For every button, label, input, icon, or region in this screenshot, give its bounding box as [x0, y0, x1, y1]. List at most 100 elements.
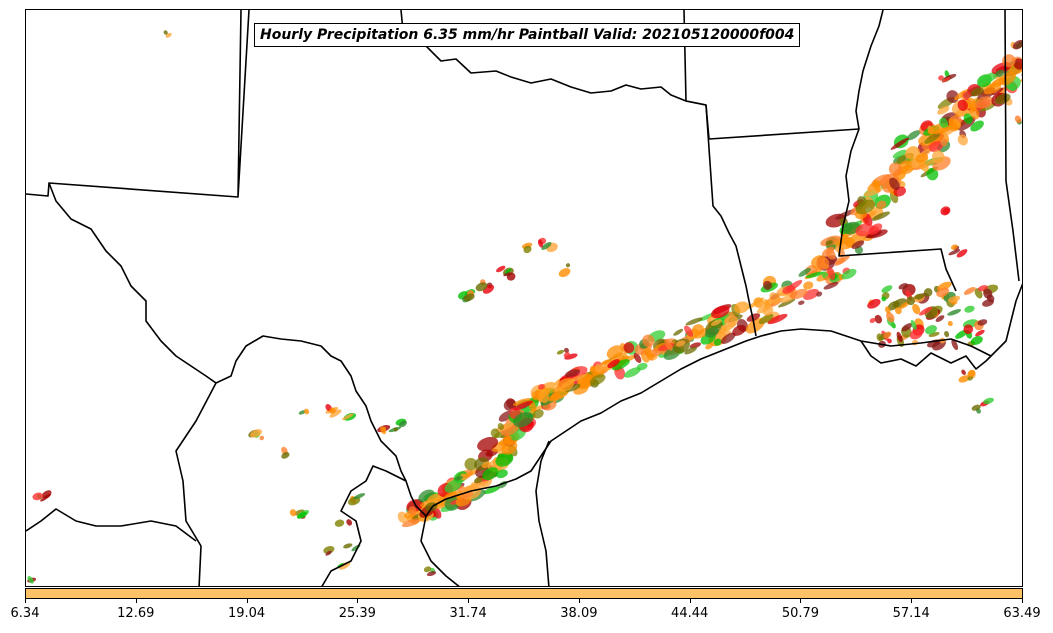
precip-blob	[497, 422, 504, 431]
precip-blob	[937, 105, 950, 115]
precip-blob	[343, 543, 353, 549]
colorbar-tick	[468, 599, 470, 603]
precip-blob	[296, 511, 307, 519]
precip-blob	[889, 177, 900, 191]
precip-blob	[971, 404, 981, 411]
precip-blob	[947, 295, 961, 303]
precip-blob	[979, 71, 999, 85]
precip-blob	[495, 469, 508, 479]
precip-blob	[919, 306, 932, 316]
precip-blob	[589, 374, 606, 386]
precip-blob	[704, 327, 719, 338]
texas-west-border	[48, 182, 217, 384]
map-canvas	[26, 10, 1022, 586]
precip-blob	[523, 245, 532, 254]
precip-blob	[851, 240, 865, 250]
precip-blob	[339, 561, 351, 570]
precip-blob	[958, 375, 970, 383]
precip-blob	[910, 319, 917, 331]
precip-blob	[537, 239, 544, 248]
precip-blob	[426, 571, 437, 577]
precip-blob	[1013, 58, 1022, 70]
precip-blob	[798, 300, 805, 305]
precip-blob	[747, 297, 765, 309]
precip-blob	[565, 263, 571, 268]
precip-blob	[483, 486, 500, 494]
precip-blob	[495, 452, 514, 467]
precip-blob	[684, 325, 694, 337]
precip-blob	[970, 87, 984, 97]
precip-blob	[966, 97, 977, 111]
precip-blob	[513, 412, 534, 428]
colorbar-tick	[135, 599, 137, 603]
precip-blob	[827, 266, 836, 280]
precip-blob	[408, 506, 417, 516]
precip-blob	[541, 241, 552, 250]
precip-blob	[876, 333, 884, 342]
map-title: Hourly Precipitation 6.35 mm/hr Paintbal…	[254, 23, 801, 47]
precip-blob	[498, 435, 512, 446]
precipitation-paintball-layer	[27, 30, 1022, 584]
precip-blob	[758, 313, 774, 325]
precip-blob	[956, 249, 968, 258]
precip-blob	[289, 509, 297, 517]
precip-blob	[503, 271, 510, 277]
precip-blob	[538, 389, 549, 403]
precip-blob	[983, 397, 994, 405]
colorbar-tick	[1022, 599, 1023, 603]
precip-blob	[713, 338, 722, 346]
precip-blob	[163, 30, 168, 35]
precip-blob	[928, 331, 940, 338]
precip-blob	[925, 325, 937, 335]
precip-blob	[304, 408, 310, 415]
precip-blob	[464, 457, 478, 471]
precip-blob	[964, 305, 975, 313]
precip-blob	[556, 349, 565, 355]
precip-blob	[926, 167, 939, 181]
colorbar-tick	[911, 599, 913, 603]
precip-blob	[825, 248, 836, 260]
precip-blob	[805, 271, 824, 279]
oklahoma-texas-border	[26, 10, 250, 198]
precip-blob	[380, 426, 387, 435]
precip-blob	[912, 303, 921, 315]
colorbar-tick	[246, 599, 248, 603]
precip-blob	[932, 150, 945, 164]
mexico-state-line-4	[420, 515, 460, 586]
precip-blob	[495, 422, 514, 433]
louisiana-delta	[860, 340, 992, 370]
precip-blob	[633, 352, 642, 363]
precip-blob	[798, 267, 811, 277]
precip-blob	[915, 152, 929, 163]
precip-blob	[948, 249, 961, 256]
precip-blob	[951, 339, 959, 351]
precip-blob	[855, 199, 876, 215]
precip-blob	[941, 77, 951, 83]
red-river-border	[400, 10, 707, 106]
precip-blob	[923, 288, 933, 297]
precip-blob	[1008, 83, 1017, 92]
precip-blob	[27, 576, 34, 584]
precip-blob	[513, 398, 531, 406]
precip-blob	[938, 75, 944, 81]
precip-blob	[977, 319, 988, 326]
precip-blob	[548, 392, 561, 402]
colorbar-tick	[689, 599, 691, 603]
precip-blob	[940, 138, 948, 147]
precip-blob	[501, 440, 518, 455]
precip-blob	[868, 223, 883, 235]
precip-blob	[689, 342, 702, 349]
precip-blob	[887, 338, 892, 344]
precip-blob	[578, 376, 595, 389]
precip-blob	[898, 283, 909, 290]
precip-blob	[950, 244, 958, 250]
colorbar-tick-label: 63.49	[1003, 606, 1041, 621]
precip-blob	[41, 490, 52, 499]
colorbar-tick-label: 57.14	[892, 606, 930, 621]
precip-blob	[623, 342, 635, 354]
precip-blob	[881, 285, 893, 293]
precip-blob	[675, 340, 686, 347]
precip-blob	[325, 550, 332, 556]
precip-blob	[896, 331, 903, 343]
precip-blob	[563, 352, 570, 358]
